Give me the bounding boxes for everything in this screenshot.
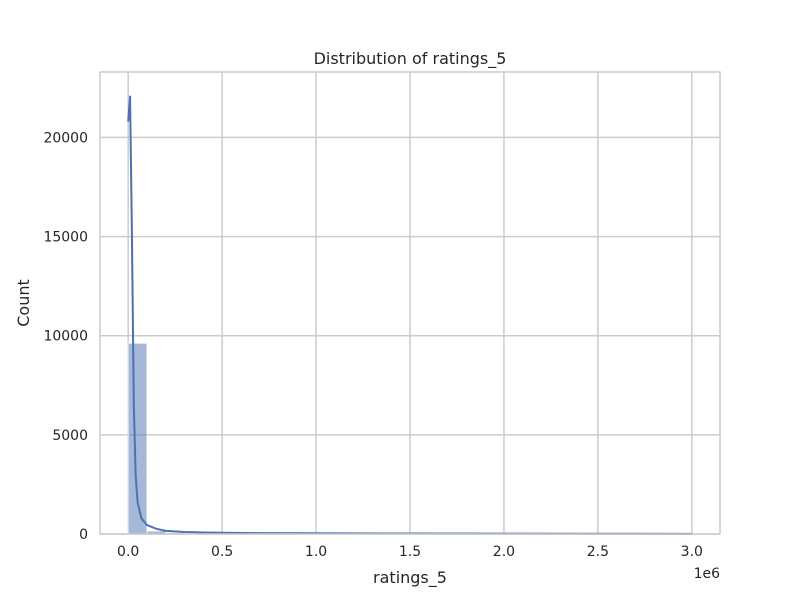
x-tick-label: 2.5: [587, 544, 609, 560]
x-axis-scale-note: 1e6: [694, 566, 721, 582]
y-tick-label: 10000: [43, 329, 88, 345]
x-axis-label: ratings_5: [373, 568, 447, 588]
x-axis-ticks: 0.0 0.5 1.0 1.5 2.0 2.5 3.0: [117, 544, 703, 560]
x-tick-label: 0.5: [211, 544, 233, 560]
x-tick-label: 1.0: [305, 544, 327, 560]
y-tick-label: 5000: [52, 428, 88, 444]
y-tick-label: 0: [79, 527, 88, 543]
x-tick-label: 0.0: [117, 544, 139, 560]
grid-lines: [100, 72, 720, 535]
chart-title: Distribution of ratings_5: [314, 49, 507, 69]
x-tick-label: 2.0: [493, 544, 515, 560]
x-tick-label: 1.5: [399, 544, 421, 560]
x-tick-label: 3.0: [681, 544, 703, 560]
y-tick-label: 15000: [43, 230, 88, 246]
y-tick-label: 20000: [43, 130, 88, 146]
y-axis-ticks: 0 5000 10000 15000 20000: [43, 130, 88, 543]
y-axis-label: Count: [14, 279, 33, 327]
plot-frame: [99, 71, 721, 535]
